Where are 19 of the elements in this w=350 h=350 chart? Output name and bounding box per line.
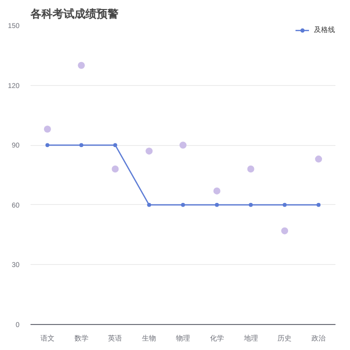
point	[113, 143, 118, 148]
point	[316, 202, 321, 207]
point	[247, 166, 254, 173]
point	[315, 156, 322, 163]
point	[282, 202, 287, 207]
point	[180, 142, 186, 149]
point	[147, 202, 152, 207]
point	[214, 202, 219, 207]
point	[79, 143, 84, 148]
point	[78, 62, 85, 69]
point	[44, 126, 51, 133]
point	[248, 202, 253, 207]
point	[213, 187, 220, 194]
point	[45, 143, 50, 148]
chart-title: 各科考试成绩预警	[30, 8, 118, 20]
point	[281, 227, 288, 234]
point	[146, 148, 153, 155]
point	[181, 202, 185, 207]
point	[112, 166, 119, 173]
